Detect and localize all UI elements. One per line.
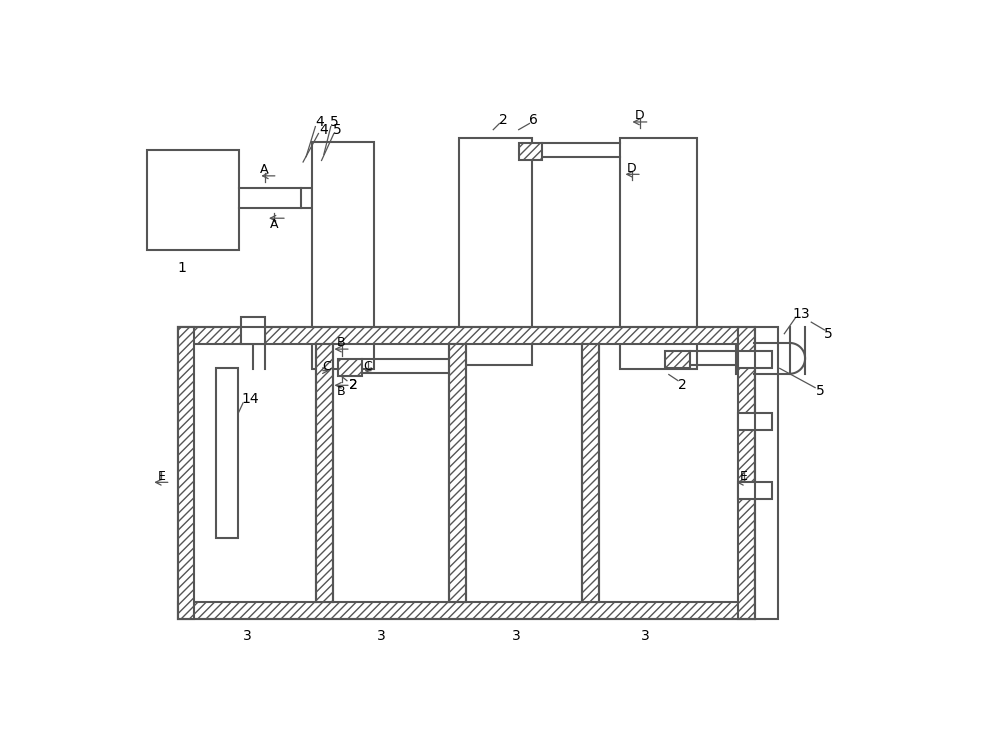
Bar [736, 343, 754, 374]
Text: 6: 6 [529, 112, 538, 127]
Bar [459, 138, 532, 366]
Bar [216, 368, 238, 538]
Bar [147, 150, 239, 250]
Text: D: D [635, 109, 644, 123]
Bar [301, 188, 312, 208]
Text: B: B [337, 385, 346, 398]
Bar [449, 344, 466, 603]
Bar [738, 352, 772, 368]
Bar [178, 603, 755, 619]
Bar [338, 359, 362, 376]
Text: 2: 2 [678, 378, 686, 392]
Text: 14: 14 [242, 392, 260, 406]
Text: 4: 4 [319, 123, 328, 137]
Text: 2: 2 [349, 378, 357, 392]
Text: 3: 3 [377, 629, 386, 643]
Text: 2: 2 [349, 378, 357, 392]
Text: 1: 1 [177, 261, 186, 275]
Text: 5: 5 [333, 123, 341, 137]
Text: 3: 3 [512, 629, 521, 643]
Text: E: E [740, 470, 747, 483]
Text: B: B [337, 336, 346, 349]
Bar [738, 413, 772, 430]
Text: 2: 2 [499, 112, 508, 127]
Bar [755, 327, 778, 619]
Bar [620, 138, 697, 369]
Bar [178, 327, 738, 344]
Text: 3: 3 [641, 629, 649, 643]
Text: C: C [322, 360, 331, 373]
Bar [316, 344, 333, 603]
Text: D: D [627, 161, 637, 175]
Bar [665, 352, 690, 368]
Text: A: A [270, 218, 278, 231]
Text: 5: 5 [816, 385, 825, 399]
Bar [178, 327, 194, 619]
Bar [519, 142, 542, 160]
Bar [241, 317, 265, 344]
Text: 5: 5 [329, 115, 338, 129]
Bar [582, 344, 599, 603]
Bar [738, 482, 772, 499]
Bar [178, 327, 755, 619]
Text: E: E [157, 470, 165, 483]
Text: 4: 4 [316, 115, 324, 129]
Text: C: C [363, 360, 372, 373]
Bar [312, 142, 374, 369]
Text: 13: 13 [792, 308, 810, 321]
Bar [738, 327, 755, 619]
Text: 3: 3 [242, 629, 251, 643]
Text: 5: 5 [824, 327, 833, 341]
Text: A: A [260, 163, 269, 176]
